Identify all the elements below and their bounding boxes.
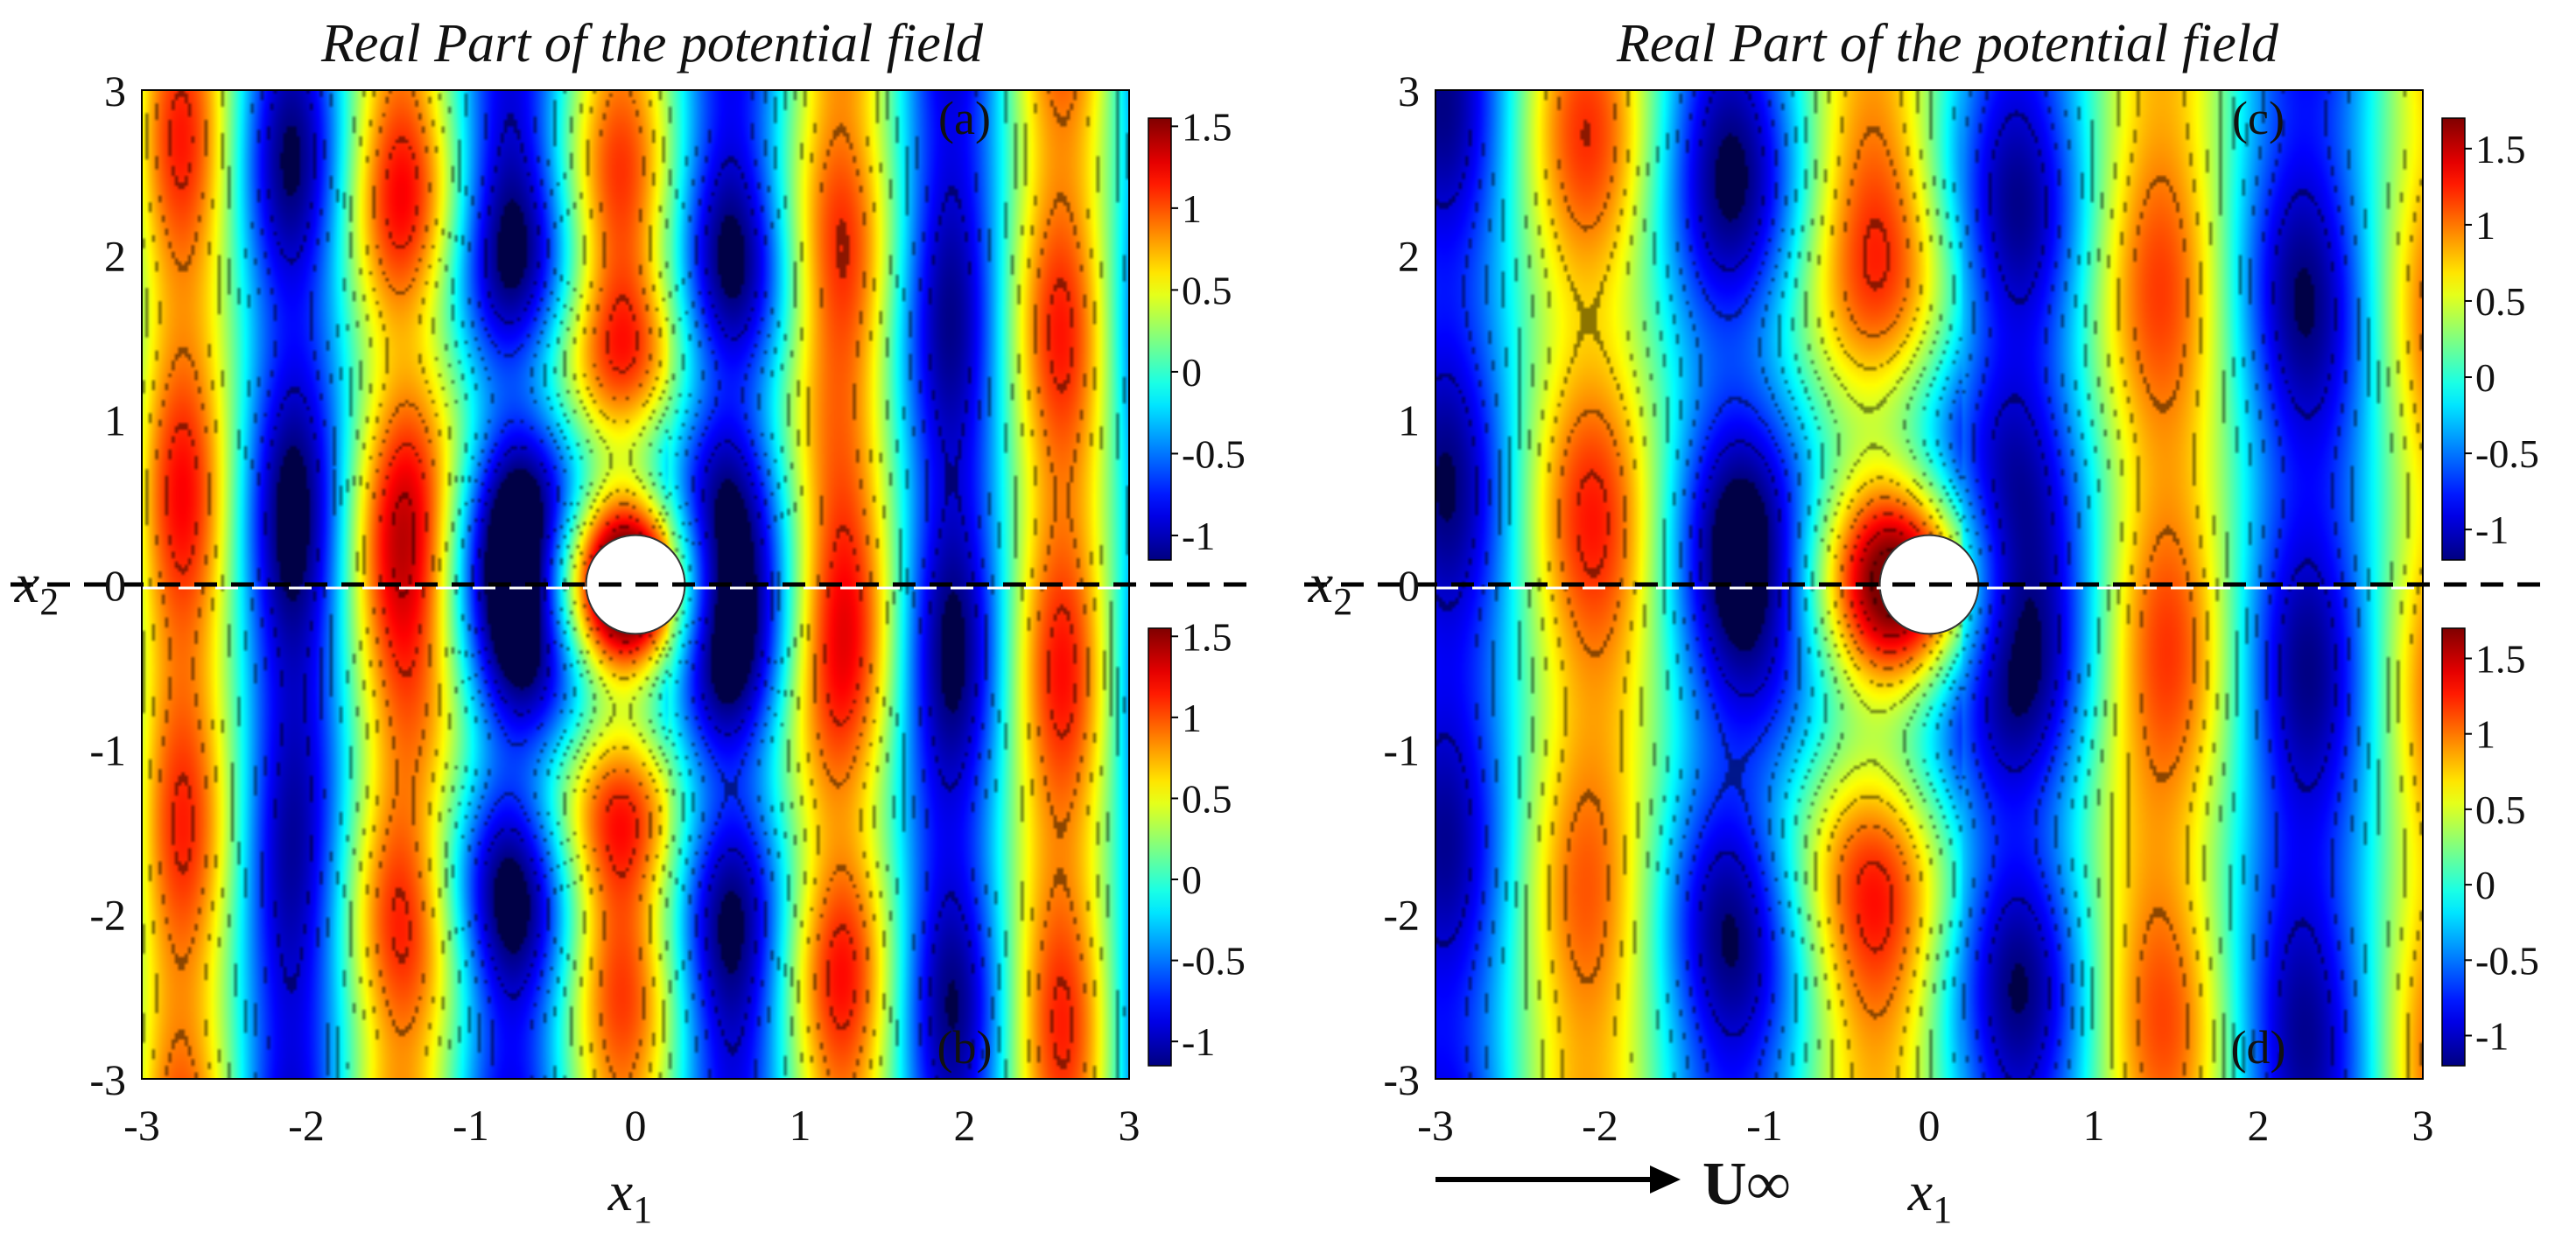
colorbar-tick-label: 1 — [1182, 186, 1202, 231]
colorbar-tick-label: 0.5 — [1182, 776, 1232, 821]
colorbar-upper — [2441, 117, 2466, 561]
chart-title: Real Part of the potential field — [1616, 14, 2279, 74]
colorbar-lower — [2441, 627, 2466, 1067]
y-axis-label-sub: 2 — [39, 580, 59, 623]
colorbar-tick-label: -0.5 — [2475, 938, 2539, 983]
x-tick-label: -2 — [1582, 1101, 1618, 1150]
x-tick-label: -1 — [453, 1101, 489, 1150]
chart-panel-right: Real Part of the potential field 3 2 1 0 -1 -2… — [1304, 14, 2554, 1231]
colorbar-tick-label: -0.5 — [2475, 431, 2539, 476]
colorbar-tick-label: 1.5 — [2475, 127, 2526, 172]
y-tick-label: -1 — [89, 725, 126, 774]
x-axis-label: x1 — [607, 1160, 652, 1231]
y-tick-label: 1 — [104, 396, 126, 445]
colorbar-tick-label: -1 — [2475, 508, 2509, 552]
x-tick-label: 2 — [954, 1101, 976, 1150]
colorbar-tick-label: -1 — [1182, 514, 1215, 558]
heatmap-upper-half — [1435, 90, 2423, 584]
x-tick-label: 1 — [2083, 1101, 2105, 1150]
colorbar-tick-label: 1 — [2475, 203, 2495, 248]
x-axis-label-sub: 1 — [1933, 1188, 1952, 1231]
colorbar-tick-label: 0 — [2475, 355, 2495, 400]
flow-arrow-icon — [1650, 1166, 1681, 1194]
colorbar-upper — [1148, 117, 1172, 561]
colorbar-tick-label: -0.5 — [1182, 431, 1246, 476]
colorbar-lower — [1148, 627, 1172, 1067]
plot-frame — [1435, 89, 2424, 1080]
x-axis-label: x1 — [1907, 1160, 1952, 1231]
x-tick-label: 2 — [2248, 1101, 2270, 1150]
panel-label-lower: (b) — [937, 1021, 993, 1074]
x-tick-label: 0 — [625, 1101, 647, 1150]
y-tick-label: 0 — [1398, 561, 1420, 610]
x-tick-label: -2 — [288, 1101, 325, 1150]
y-tick-label: -3 — [89, 1055, 126, 1104]
colorbar-tick-label: 1.5 — [2475, 636, 2526, 681]
plot-frame — [141, 89, 1130, 1080]
colorbar-tick-label: -1 — [2475, 1014, 2509, 1059]
panel-label-lower: (d) — [2231, 1021, 2286, 1074]
panel-label-upper: (c) — [2232, 92, 2285, 144]
x-tick-label: -3 — [1417, 1101, 1454, 1150]
y-tick-label: 2 — [104, 231, 126, 280]
y-tick-label: 0 — [104, 561, 126, 610]
y-tick-label: -2 — [1383, 891, 1420, 940]
y-tick-label: 3 — [104, 66, 126, 116]
heatmap-lower-half — [142, 584, 1129, 1079]
y-axis-label: x2 — [1308, 552, 1352, 623]
x-tick-label: 3 — [1119, 1101, 1141, 1150]
x-axis-label-sub: 1 — [633, 1188, 652, 1231]
y-axis-label: x2 — [14, 552, 59, 623]
y-tick-label: -3 — [1383, 1055, 1420, 1104]
colorbar-tick-label: 1 — [1182, 696, 1202, 740]
colorbar-tick-label: -0.5 — [1182, 939, 1246, 984]
y-axis-label-sub: 2 — [1333, 580, 1352, 623]
x-tick-label: -1 — [1746, 1101, 1783, 1150]
heatmap-upper-half — [142, 90, 1129, 584]
colorbar-tick-label: 0 — [2475, 863, 2495, 907]
x-tick-label: -3 — [123, 1101, 160, 1150]
x-tick-label: 0 — [1919, 1101, 1941, 1150]
panel-label-upper: (a) — [938, 92, 991, 144]
colorbar-tick-label: 1.5 — [1182, 614, 1232, 659]
y-tick-label: 1 — [1398, 396, 1420, 445]
colorbar-tick-label: -1 — [1182, 1019, 1215, 1064]
heatmap-lower-half — [1435, 584, 2423, 1079]
colorbar-tick-label: 0 — [1182, 858, 1202, 902]
chart-panel-left: Real Part of the potential field 3 2 1 0 -1 -2… — [11, 14, 1260, 1231]
colorbar-tick-label: 0.5 — [1182, 268, 1232, 312]
y-tick-label: -2 — [89, 891, 126, 940]
chart-title: Real Part of the potential field — [320, 14, 984, 74]
flow-label: U∞ — [1702, 1151, 1790, 1218]
y-tick-label: 3 — [1398, 66, 1420, 116]
x-tick-label: 3 — [2412, 1101, 2434, 1150]
y-tick-label: -1 — [1383, 725, 1420, 774]
colorbar-tick-label: 1.5 — [1182, 104, 1232, 149]
y-tick-label: 2 — [1398, 231, 1420, 280]
colorbar-tick-label: 0.5 — [2475, 788, 2526, 832]
x-tick-label: 1 — [790, 1101, 811, 1150]
colorbar-tick-label: 0 — [1182, 350, 1202, 395]
colorbar-tick-label: 0.5 — [2475, 279, 2526, 324]
colorbar-tick-label: 1 — [2475, 712, 2495, 757]
